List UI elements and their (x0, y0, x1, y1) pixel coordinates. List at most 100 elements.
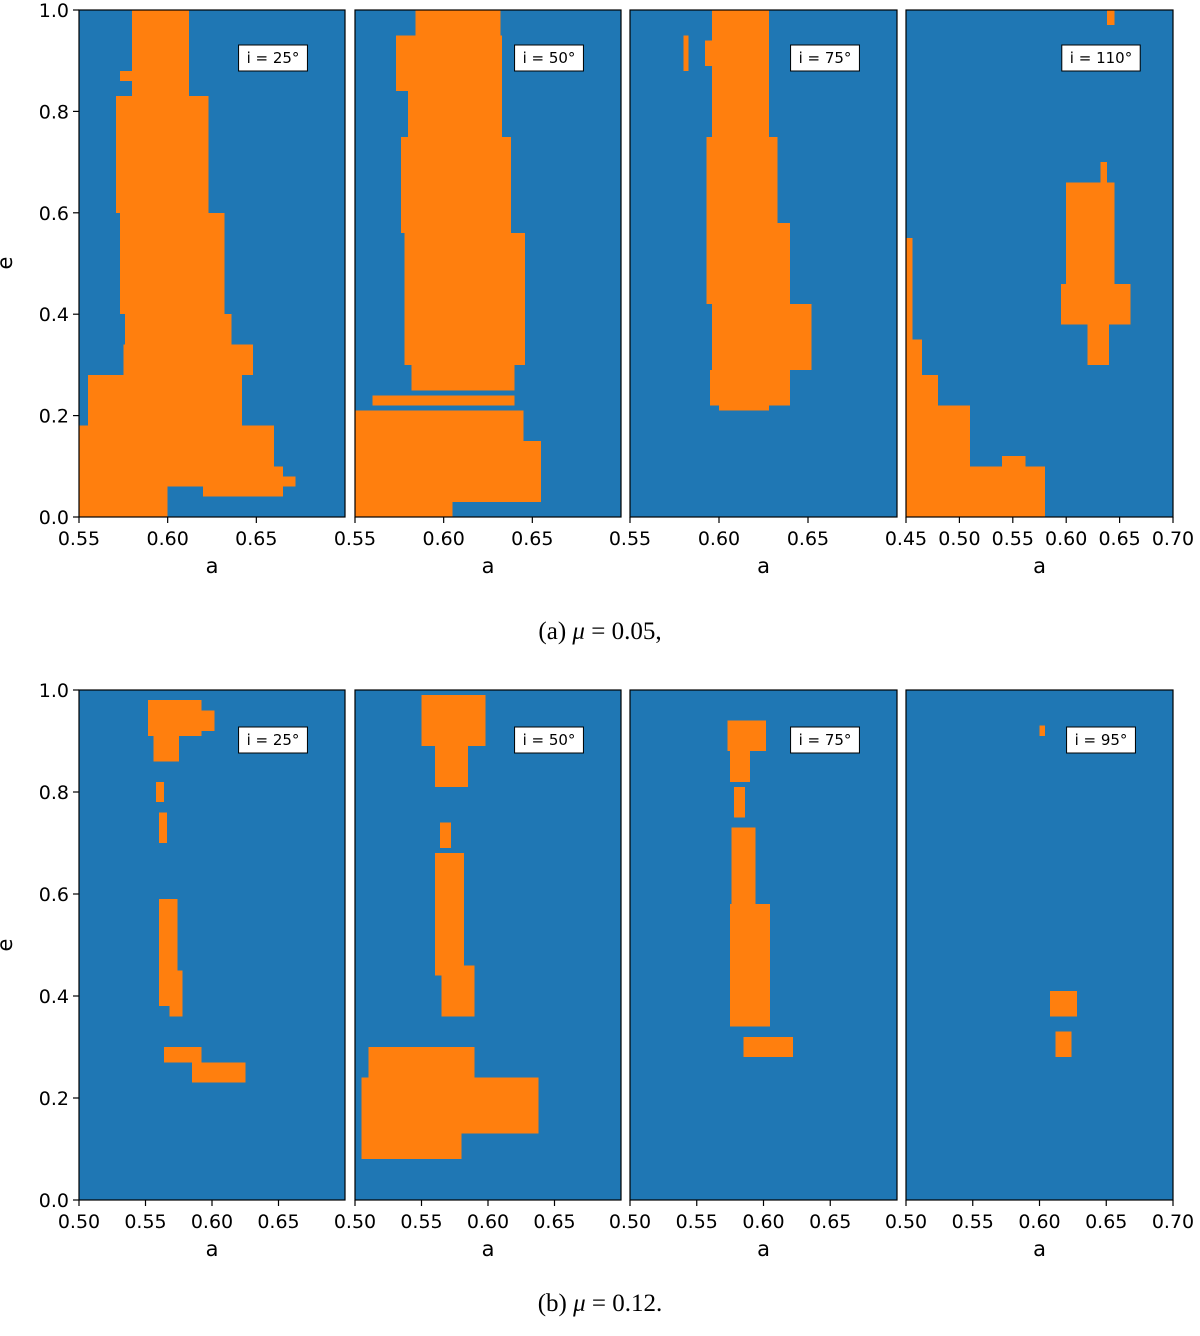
panel-frame (354, 9, 622, 518)
x-tick-label: 0.60 (191, 1211, 233, 1233)
x-tick-label: 0.55 (58, 528, 100, 550)
caption-a-prefix: (a) (538, 618, 567, 645)
inclination-annotation-text: i = 75° (799, 49, 852, 67)
caption-a-value: = 0.05, (591, 618, 662, 645)
x-tick-label: 0.65 (787, 528, 829, 550)
inclination-annotation: i = 50° (514, 44, 584, 72)
figure-b-panel-2: 0.50 0.55 0.60 0.65 a i = 50° (334, 689, 622, 1261)
caption-b-value: = 0.12. (591, 1290, 663, 1317)
x-tick-label: 0.55 (334, 528, 376, 550)
unstable-region-1 (727, 720, 767, 752)
unstable-region-2 (119, 70, 133, 81)
x-tick-label: 0.55 (609, 528, 651, 550)
x-tick-label: 0.60 (423, 528, 465, 550)
unstable-region-8 (361, 1128, 462, 1160)
unstable-region-2 (1050, 990, 1077, 1017)
x-axis-label: a (206, 1237, 219, 1261)
unstable-region-4 (706, 136, 778, 223)
x-axis-label: a (1033, 1237, 1046, 1261)
unstable-region-4 (434, 853, 465, 976)
y-tick-label: 0.0 (39, 507, 69, 529)
x-axis-label: a (482, 554, 495, 578)
figure-b-panel-4: 0.50 0.55 0.60 0.65 0.70 a i = 95° (885, 689, 1194, 1261)
unstable-region-2 (198, 710, 215, 731)
unstable-region-2 (730, 751, 751, 782)
x-tick-label: 0.60 (1045, 528, 1087, 550)
inclination-annotation: i = 95° (1066, 726, 1136, 754)
caption-b-prefix: (b) (537, 1290, 567, 1317)
inclination-annotation-box (1066, 726, 1136, 754)
y-tick-label: 0.4 (39, 304, 69, 326)
inclination-annotation-text: i = 50° (523, 49, 576, 67)
x-tick-label: 0.60 (1018, 1211, 1060, 1233)
unstable-region-6 (411, 364, 515, 391)
unstable-region-1 (132, 10, 189, 112)
y-tick-label: 0.6 (39, 884, 69, 906)
x-axis-label: a (206, 554, 219, 578)
unstable-region-3 (116, 96, 209, 213)
unstable-region-7 (169, 970, 183, 1017)
x-tick-label: 0.70 (1152, 528, 1194, 550)
y-tick-label: 1.0 (39, 680, 69, 702)
unstable-region-2 (395, 35, 503, 92)
figure-a-panel-3: 0.55 0.60 0.65 a i = 75° (609, 9, 898, 578)
unstable-region-4 (401, 136, 512, 234)
unstable-region-7 (87, 375, 243, 426)
y-tick-label: 0.2 (39, 1088, 69, 1110)
unstable-region-4 (156, 781, 165, 803)
x-tick-label: 0.50 (334, 1211, 376, 1233)
y-tick-label: 0.0 (39, 1190, 69, 1212)
x-axis-label: a (757, 554, 770, 578)
unstable-region-11 (274, 476, 296, 487)
unstable-region-9 (1087, 324, 1109, 365)
figure-a-panel-2: 0.55 0.60 0.65 a i = 50° (334, 9, 622, 578)
unstable-region-3 (153, 735, 179, 762)
x-tick-label: 0.60 (467, 1211, 509, 1233)
unstable-region-2 (434, 746, 469, 787)
inclination-annotation-text: i = 75° (799, 731, 852, 749)
x-axis-label: a (1033, 554, 1046, 578)
inclination-annotation-box (514, 726, 584, 754)
x-tick-label: 0.50 (609, 1211, 651, 1233)
inclination-annotation-text: i = 25° (247, 731, 300, 749)
inclination-annotation-box (514, 44, 584, 72)
x-tick-label: 0.60 (698, 528, 740, 550)
unstable-region-10 (203, 466, 283, 497)
x-tick-label: 0.65 (1085, 1211, 1127, 1233)
unstable-region-1 (906, 238, 913, 391)
caption-b-symbol: μ (573, 1290, 586, 1317)
unstable-region-1 (1039, 725, 1045, 736)
figure-b-chart-group: 0.50 0.55 0.60 0.65 a i = 25° 0.50 0.55 0.60 0.65… (0, 680, 1194, 1261)
unstable-region-6 (743, 1036, 793, 1058)
caption-b: (b) μ = 0.12. (0, 1290, 1200, 1318)
unstable-region-1 (711, 10, 769, 137)
figure-b-panel-3: 0.50 0.55 0.60 0.65 a i = 75° (609, 689, 898, 1261)
unstable-region-1 (421, 695, 486, 747)
unstable-region-9 (79, 486, 168, 517)
inclination-annotation-box (790, 44, 860, 72)
unstable-region-7 (710, 369, 791, 406)
x-tick-label: 0.65 (511, 528, 553, 550)
x-tick-label: 0.65 (257, 1211, 299, 1233)
unstable-region-5 (158, 812, 167, 843)
x-tick-label: 0.55 (952, 1211, 994, 1233)
x-tick-label: 0.60 (742, 1211, 784, 1233)
x-tick-label: 0.45 (885, 528, 927, 550)
panel-frame (905, 9, 1174, 518)
inclination-annotation-box (238, 44, 308, 72)
stable-region-background (906, 690, 1173, 1200)
unstable-region-9 (192, 1062, 246, 1083)
inclination-annotation-box (790, 726, 860, 754)
x-tick-label: 0.50 (885, 1211, 927, 1233)
inclination-annotation-text: i = 50° (523, 731, 576, 749)
stable-region-background (79, 690, 345, 1200)
inclination-annotation-text: i = 95° (1075, 731, 1128, 749)
unstable-region-7 (361, 1077, 539, 1134)
x-tick-label: 0.65 (533, 1211, 575, 1233)
unstable-region-5 (404, 233, 526, 365)
unstable-region-1 (148, 700, 202, 736)
x-tick-label: 0.55 (400, 1211, 442, 1233)
unstable-region-9 (355, 440, 542, 502)
y-axis-label: e (0, 257, 17, 270)
figure-a-panel-4: 0.45 0.50 0.55 0.60 0.65 0.70 a i = 110° (885, 9, 1194, 578)
